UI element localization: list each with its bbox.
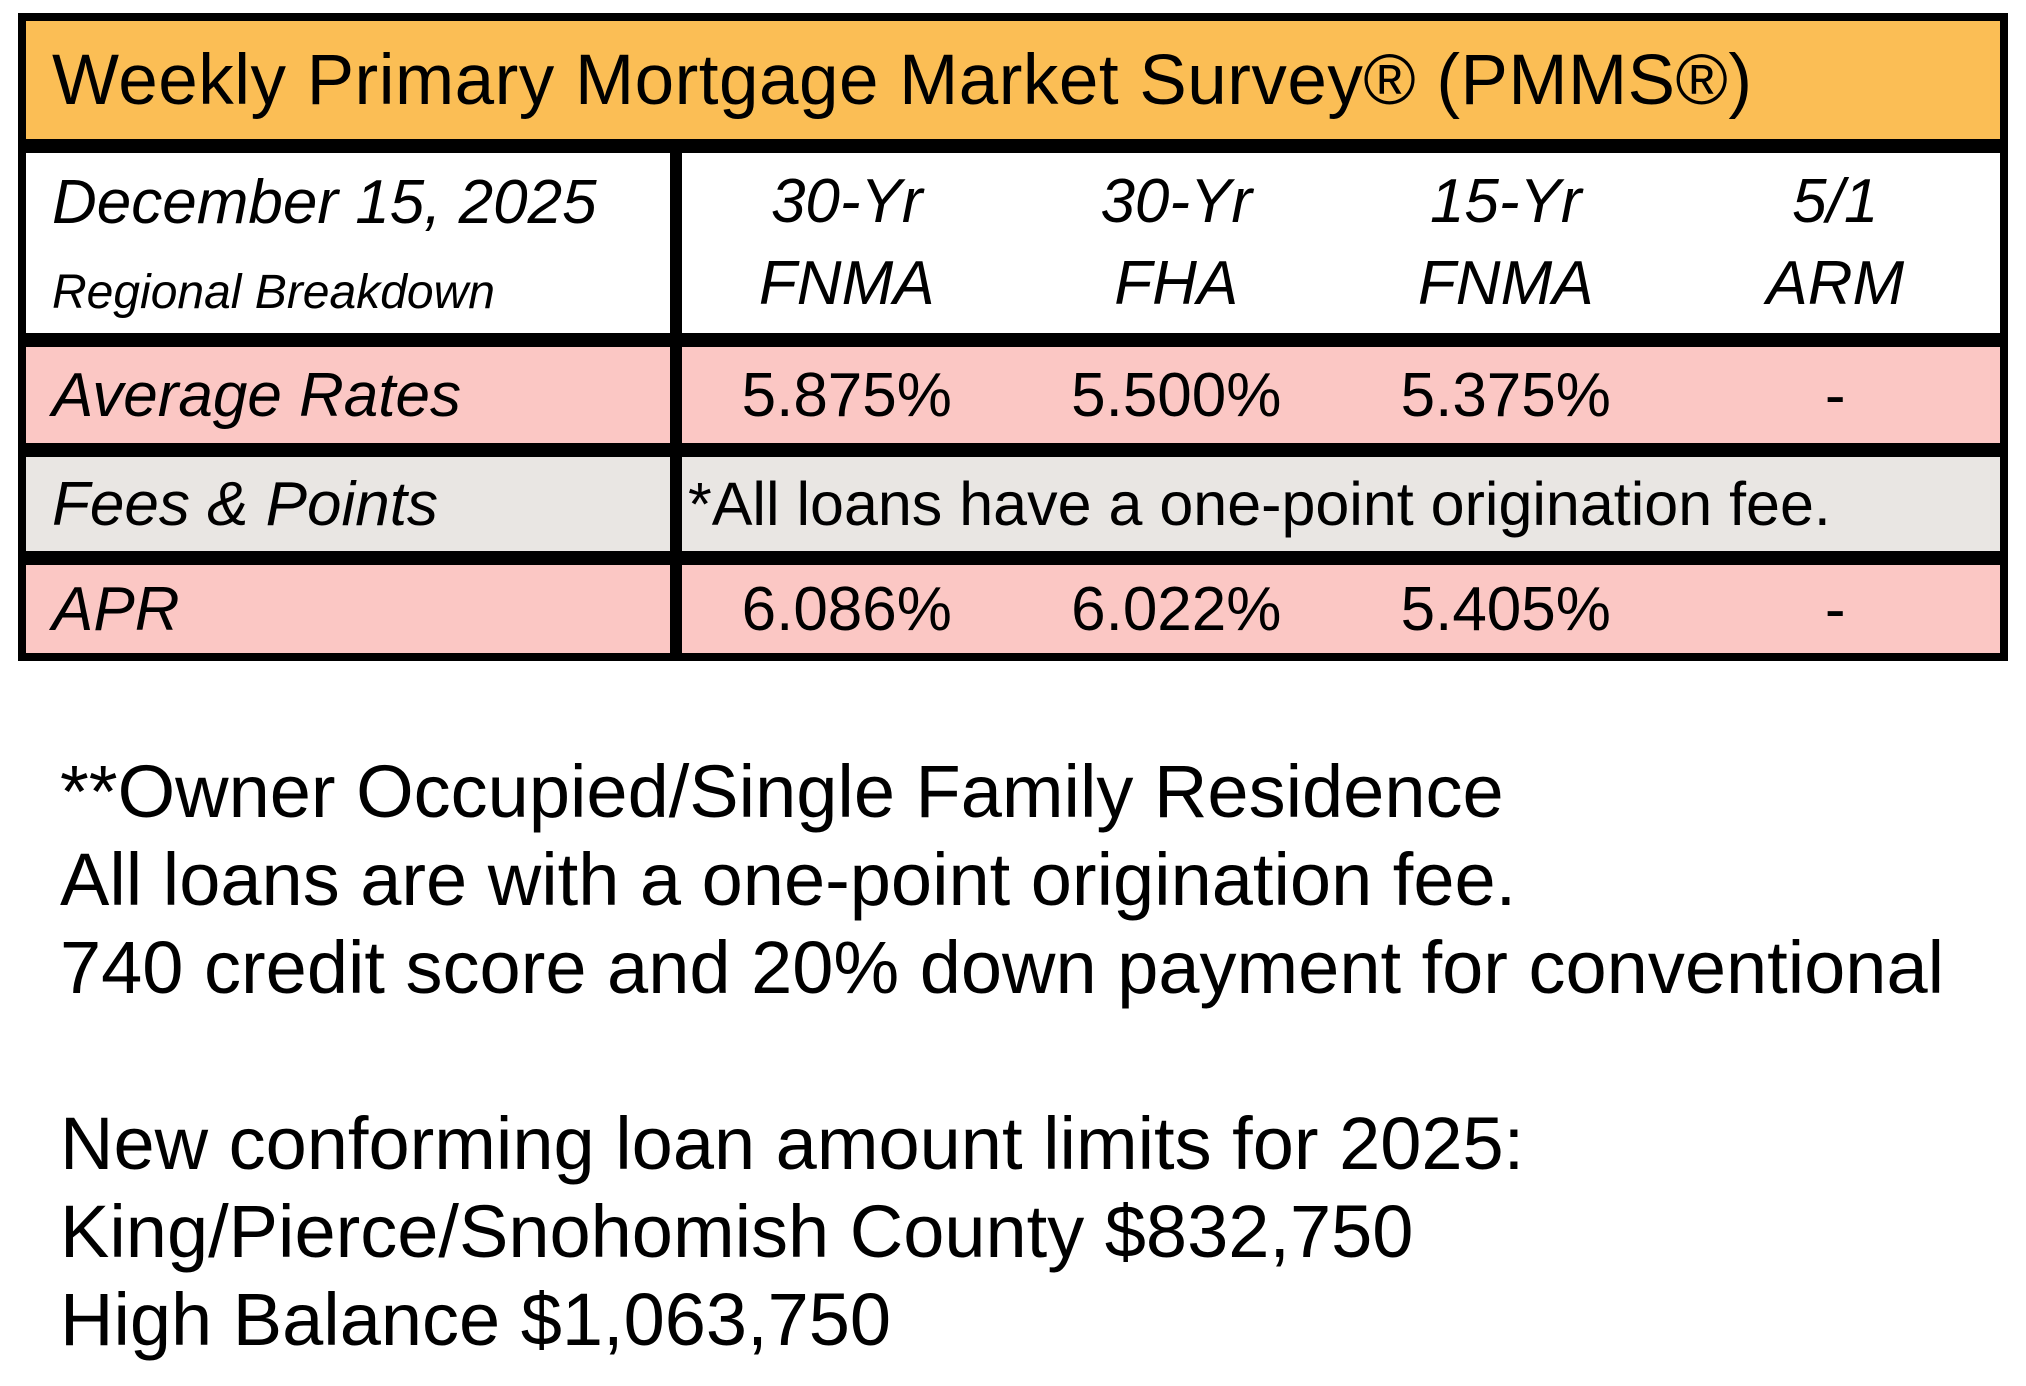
row-separator: [26, 443, 2000, 457]
apr-30yr-fnma: 6.086%: [741, 574, 952, 644]
table-title-bar: Weekly Primary Mortgage Market Survey® (…: [26, 21, 2000, 139]
column-header-term: 5/1: [1792, 167, 1879, 236]
note-owner-occupied: **Owner Occupied/Single Family Residence: [60, 750, 1504, 833]
column-header-term: 30-Yr: [1100, 167, 1253, 236]
column-header-program: FNMA: [758, 249, 935, 318]
fees-points-label-cell: Fees & Points: [26, 457, 682, 551]
fees-points-row: Fees & Points *All loans have a one-poin…: [26, 457, 2000, 551]
notes-gap: [60, 1012, 1944, 1100]
column-header-15yr-fnma: 15-Yr FNMA: [1341, 153, 1671, 333]
apr-30yr-fha: 6.022%: [1071, 574, 1282, 644]
note-credit-score: 740 credit score and 20% down payment fo…: [60, 926, 1945, 1009]
loan-limit-high-balance: High Balance $1,063,750: [60, 1278, 892, 1361]
notes-block: **Owner Occupied/Single Family Residence…: [60, 748, 1944, 1364]
rate-30yr-fha: 5.500%: [1071, 360, 1282, 430]
column-header-program: FNMA: [1417, 249, 1594, 318]
column-header-30yr-fha: 30-Yr FHA: [1012, 153, 1342, 333]
column-header-program: ARM: [1766, 249, 1905, 318]
average-rates-row: Average Rates 5.875% 5.500% 5.375% -: [26, 347, 2000, 443]
row-separator: [26, 139, 2000, 153]
average-rates-label: Average Rates: [52, 360, 461, 430]
column-header-row: December 15, 2025 Regional Breakdown 30-…: [26, 153, 2000, 333]
rate-15yr-fnma: 5.375%: [1400, 360, 1611, 430]
row-separator: [26, 333, 2000, 347]
regional-breakdown-label: Regional Breakdown: [52, 265, 495, 319]
apr-label: APR: [52, 574, 180, 644]
fees-points-label: Fees & Points: [52, 469, 438, 539]
apr-15yr-fnma: 5.405%: [1400, 574, 1611, 644]
loan-limits-heading: New conforming loan amount limits for 20…: [60, 1102, 1525, 1185]
fees-points-note: *All loans have a one-point origination …: [688, 470, 1831, 538]
apr-label-cell: APR: [26, 565, 682, 653]
rate-30yr-fnma: 5.875%: [741, 360, 952, 430]
date-cell: December 15, 2025 Regional Breakdown: [26, 153, 682, 333]
average-rates-label-cell: Average Rates: [26, 347, 682, 443]
note-origination-fee: All loans are with a one-point originati…: [60, 838, 1517, 921]
column-header-51-arm: 5/1 ARM: [1671, 153, 2001, 333]
loan-limit-county: King/Pierce/Snohomish County $832,750: [60, 1190, 1414, 1273]
column-header-program: FHA: [1114, 249, 1239, 318]
rate-51-arm: -: [1824, 360, 1846, 430]
row-separator: [26, 551, 2000, 565]
apr-51-arm: -: [1824, 574, 1846, 644]
pmms-table: Weekly Primary Mortgage Market Survey® (…: [18, 13, 2008, 661]
column-header-30yr-fnma: 30-Yr FNMA: [682, 153, 1012, 333]
column-header-term: 15-Yr: [1429, 167, 1582, 236]
survey-date: December 15, 2025: [52, 167, 597, 237]
apr-row: APR 6.086% 6.022% 5.405% -: [26, 565, 2000, 653]
table-title: Weekly Primary Mortgage Market Survey® (…: [52, 40, 1753, 120]
column-header-term: 30-Yr: [770, 167, 923, 236]
